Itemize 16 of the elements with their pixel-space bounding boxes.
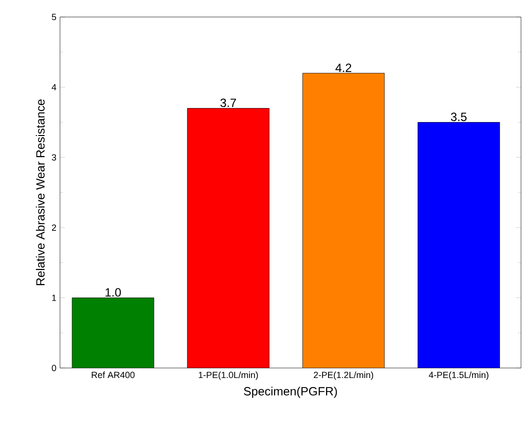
y-tick-label: 4	[52, 84, 56, 90]
y-tick-label: 3	[52, 154, 56, 161]
data-label: 4.2	[335, 64, 352, 72]
data-label: 1.0	[106, 288, 121, 297]
data-label: 3.7	[220, 98, 236, 108]
y-tick-label: 2	[52, 224, 56, 231]
x-tick-label: 4-PE(1.5L/min)	[428, 372, 488, 380]
y-tick-label: 1	[52, 294, 56, 301]
y-tick-label: 5	[52, 14, 56, 20]
data-label: 3.5	[450, 112, 467, 122]
x-tick-label: Ref AR400	[92, 372, 135, 378]
y-axis-title: Relative Abrasive Wear Resistance	[36, 99, 45, 286]
x-tick-label: 2-PE(1.2L/min)	[314, 372, 374, 380]
x-tick-label: 1-PE(1.0L/min)	[198, 372, 258, 380]
y-tick-label: 0	[52, 364, 56, 372]
x-axis-title: Specimen(PGFR)	[244, 386, 337, 398]
